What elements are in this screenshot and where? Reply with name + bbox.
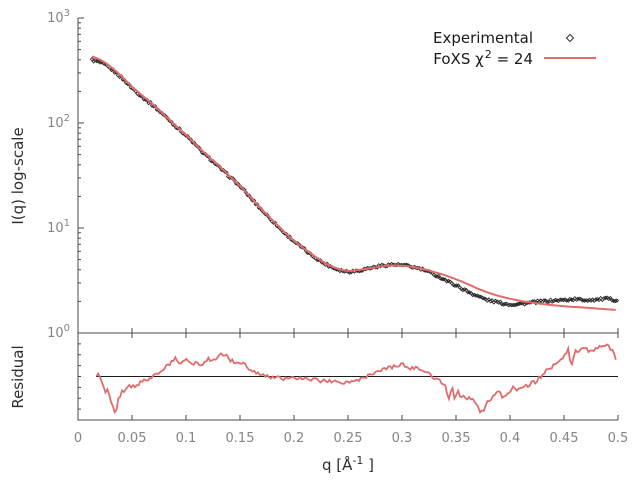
legend: Experimental FoXS χ2 = 24 — [420, 28, 607, 68]
x-tick-label: 0.3 — [392, 431, 413, 446]
x-tick-label: 0 — [74, 431, 82, 446]
x-tick-label: 0.35 — [442, 431, 471, 446]
x-tick-label: 0.45 — [550, 431, 579, 446]
legend-item-foxs-fit: FoXS χ2 = 24 — [420, 48, 607, 68]
x-axis-title-bracket: ] — [363, 456, 374, 474]
x-tick-label: 0.4 — [500, 431, 521, 446]
main-y-tick-label: 101 — [47, 218, 70, 236]
x-axis-title: q [Å-1 ] — [322, 454, 374, 474]
legend-label-experimental: Experimental — [432, 29, 533, 47]
main-y-axis-title: I(q) log-scale — [9, 127, 27, 225]
legend-label-foxs-fit: FoXS χ2 = 24 — [433, 48, 533, 68]
main-y-tick-label: 100 — [47, 323, 70, 341]
residual-y-axis-title: Residual — [9, 345, 27, 409]
x-axis-title-exponent: -1 — [352, 454, 364, 467]
x-tick-label: 0.5 — [608, 431, 629, 446]
x-tick-label: 0.15 — [226, 431, 255, 446]
main-y-tick-label: 102 — [47, 113, 70, 131]
diamond-marker-icon — [533, 33, 607, 43]
legend-item-experimental: Experimental — [420, 28, 607, 48]
x-tick-label: 0.2 — [284, 431, 305, 446]
main-y-tick-label: 103 — [47, 8, 70, 26]
x-tick-label: 0.05 — [118, 431, 147, 446]
x-tick-label: 0.25 — [334, 431, 363, 446]
x-tick-label: 0.1 — [176, 431, 197, 446]
fit-line-icon — [533, 57, 607, 59]
x-axis-title-text: q [Å — [322, 456, 353, 474]
